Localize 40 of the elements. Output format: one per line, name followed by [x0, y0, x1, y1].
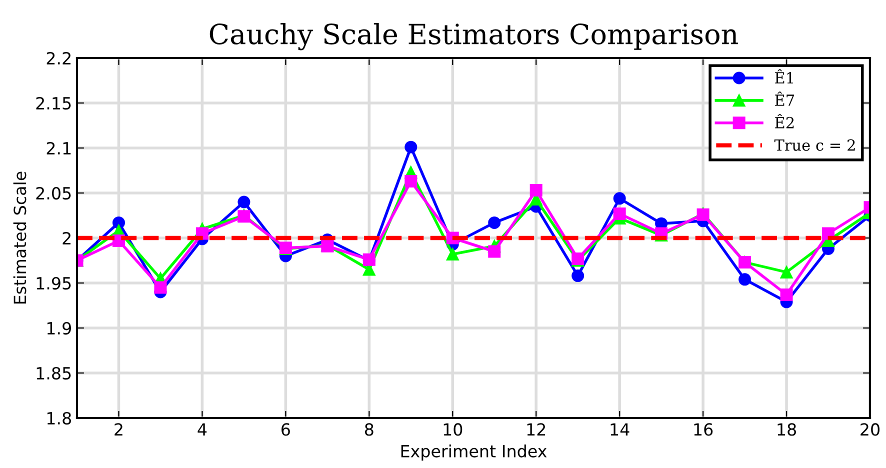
point [530, 184, 542, 197]
legend-label: Ê7 [775, 92, 794, 106]
point [613, 207, 626, 220]
y-tick-label: 2 [62, 232, 70, 244]
point [738, 273, 752, 286]
y-tick-label: 1.95 [36, 276, 71, 290]
x-tick-label: 12 [527, 423, 546, 436]
point [780, 266, 793, 278]
x-axis-title: Experiment Index [401, 444, 547, 461]
point [613, 192, 626, 205]
x-tick-label: 8 [364, 423, 374, 436]
y-tick-label: 2.2 [46, 52, 70, 64]
x-tick-label: 4 [198, 423, 207, 436]
x-tick-label: 18 [778, 423, 796, 436]
point [154, 281, 167, 294]
legend-label: True c = 2 [774, 139, 855, 151]
y-tick-label: 1.85 [36, 366, 71, 380]
legend-label: Ê1 [775, 69, 793, 84]
point [572, 270, 584, 282]
point [404, 140, 418, 154]
y-tick-label: 1.9 [47, 322, 71, 335]
point [488, 216, 501, 229]
y-tick-label: 2.15 [36, 96, 71, 110]
x-tick-label: 16 [694, 423, 713, 436]
point [780, 288, 793, 301]
point [446, 248, 459, 260]
point [488, 245, 501, 258]
x-tick-label: 14 [610, 423, 630, 436]
y-tick-label: 2.05 [36, 186, 71, 200]
chart-title: Cauchy Scale Estimators Comparison [210, 23, 738, 50]
point [238, 196, 250, 208]
y-axis-title: Estimated Scale [13, 172, 26, 304]
point [404, 175, 418, 188]
x-tick-label: 10 [444, 423, 462, 436]
y-tick-label: 1.8 [47, 412, 71, 425]
x-tick-label: 6 [282, 423, 290, 436]
x-tick-label: 2 [114, 423, 122, 436]
y-tick-label: 2.1 [46, 142, 71, 154]
legend-label: Ê2 [775, 114, 794, 128]
x-tick-label: 20 [860, 423, 880, 436]
